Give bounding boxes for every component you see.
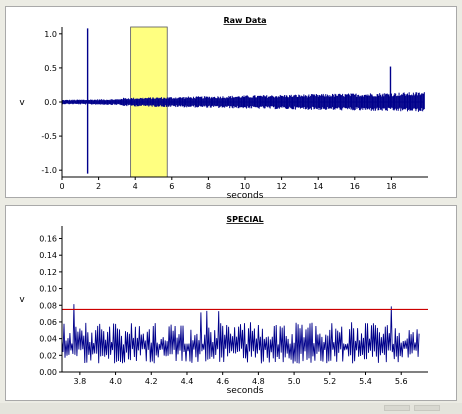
y-tick-label: 0.14 — [39, 251, 57, 260]
x-tick-label: 12 — [277, 182, 287, 191]
y-axis-label: v — [19, 295, 25, 305]
x-tick-label: 4.2 — [145, 377, 158, 386]
raw-data-chart: Raw Data -1.0 -0.5 0.0 0.5 1.0 0 2 4 6 8 10 12 14 16 18… — [19, 16, 428, 199]
x-tick-label: 5.6 — [395, 377, 408, 386]
y-tick-label: 0.10 — [39, 285, 57, 294]
y-tick-label: 0.08 — [39, 301, 57, 310]
y-tick-label: 0.02 — [39, 351, 57, 360]
chart-title: Raw Data — [224, 16, 267, 25]
x-tick-label: 5.0 — [288, 377, 301, 386]
y-axis-label: v — [19, 98, 25, 108]
x-tick-label: 6 — [169, 182, 174, 191]
y-tick-label: 0.16 — [39, 235, 57, 244]
y-tick-label: 0.04 — [39, 335, 57, 344]
x-tick-label: 5.2 — [323, 377, 336, 386]
special-chart-panel: SPECIAL 0.00 0.02 0.04 0.06 0.08 0.10 0.12 0.14 0… — [5, 205, 457, 401]
signal-trace-group — [61, 304, 420, 364]
x-tick-label: 10 — [240, 182, 250, 191]
x-tick-label: 0 — [59, 182, 64, 191]
x-tick-label: 5.4 — [359, 377, 372, 386]
y-tick-label: -1.0 — [41, 166, 57, 175]
x-axis-label: seconds — [227, 191, 264, 199]
x-tick-label: 8 — [206, 182, 211, 191]
y-tick-label: 0.0 — [44, 98, 57, 107]
x-tick-label: 4 — [133, 182, 138, 191]
x-tick-label: 4.0 — [109, 377, 122, 386]
y-tick-label: 1.0 — [44, 30, 57, 39]
status-strip-handle — [384, 405, 410, 411]
x-tick-label: 18 — [386, 182, 396, 191]
y-tick-label: 0.06 — [39, 318, 57, 327]
x-tick-label: 2 — [96, 182, 101, 191]
x-axis-label: seconds — [227, 386, 264, 396]
y-tick-label: 0.00 — [39, 368, 57, 377]
x-tick-label: 16 — [350, 182, 360, 191]
x-tick-label: 4.4 — [181, 377, 194, 386]
x-tick-label: 4.8 — [252, 377, 265, 386]
chart-title: SPECIAL — [226, 215, 263, 224]
status-strip — [0, 403, 462, 414]
status-strip-handle — [414, 405, 440, 411]
signal-trace-group — [61, 28, 425, 174]
x-tick-label: 14 — [313, 182, 323, 191]
y-tick-label: 0.5 — [44, 64, 57, 73]
y-tick-label: 0.12 — [39, 268, 57, 277]
x-tick-label: 3.8 — [73, 377, 86, 386]
x-tick-label: 4.6 — [216, 377, 229, 386]
y-tick-label: -0.5 — [41, 132, 57, 141]
raw-data-chart-panel: Raw Data -1.0 -0.5 0.0 0.5 1.0 0 2 4 6 8 10 12 14 16 18… — [5, 6, 457, 199]
special-chart: SPECIAL 0.00 0.02 0.04 0.06 0.08 0.10 0.12 0.14 0… — [19, 215, 428, 396]
signal-trace — [61, 304, 420, 364]
